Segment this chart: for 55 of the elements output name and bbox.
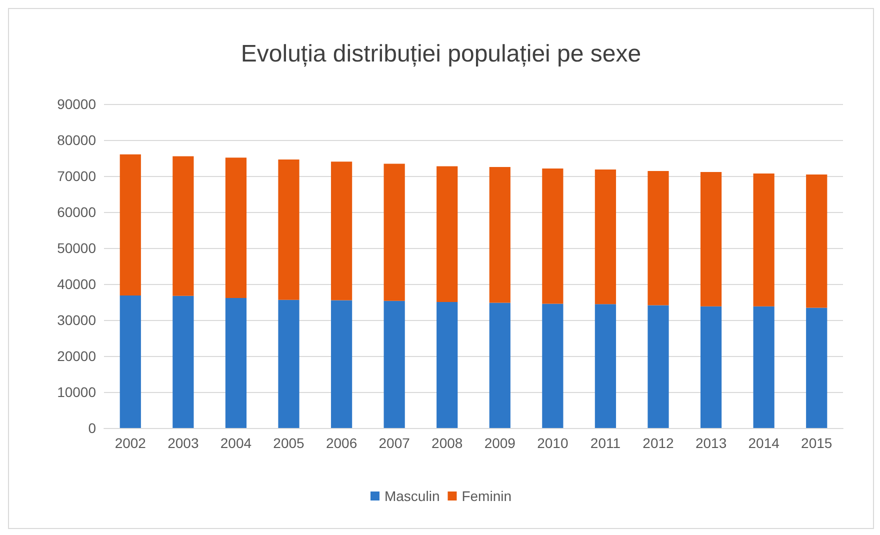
x-tick-label: 2007 — [378, 435, 410, 451]
bar — [489, 302, 510, 428]
y-tick-label: 0 — [88, 420, 96, 436]
bar — [330, 300, 352, 428]
y-tick-label: 30000 — [57, 312, 96, 328]
bar — [542, 304, 564, 428]
bar — [700, 306, 722, 428]
x-tick-label: 2014 — [748, 435, 780, 451]
bar — [806, 174, 828, 308]
y-tick-label: 50000 — [57, 240, 96, 256]
bar — [330, 162, 352, 300]
legend-label: Feminin — [462, 488, 512, 504]
bar — [120, 296, 141, 428]
x-tick-label: 2015 — [801, 435, 832, 451]
bar — [648, 170, 669, 306]
y-tick-label: 20000 — [57, 348, 96, 364]
x-tick-label: 2009 — [484, 435, 516, 451]
bar — [120, 154, 141, 296]
bar — [172, 156, 194, 296]
bar — [489, 167, 510, 303]
bar — [278, 159, 300, 300]
y-tick-label: 80000 — [57, 132, 96, 148]
x-tick-label: 2006 — [326, 435, 358, 451]
x-tick-label: 2013 — [695, 435, 727, 451]
y-tick-label: 60000 — [57, 204, 96, 220]
bar — [384, 300, 405, 428]
bar — [648, 305, 669, 428]
bar — [436, 302, 458, 428]
chart-title: Evoluția distribuției populației pe sexe — [240, 40, 642, 68]
bar — [594, 170, 616, 304]
x-tick-label: 2003 — [168, 435, 199, 451]
bar — [806, 308, 828, 428]
bar — [594, 304, 616, 428]
y-tick-label: 10000 — [57, 384, 96, 400]
x-tick-label: 2002 — [114, 435, 146, 451]
x-tick-label: 2004 — [220, 435, 252, 451]
bar — [172, 296, 194, 428]
bar — [700, 172, 722, 306]
y-tick-label: 40000 — [57, 276, 96, 292]
bar — [436, 166, 458, 302]
x-tick-label: 2011 — [590, 435, 621, 451]
legend-label: Masculin — [384, 488, 440, 504]
bar — [753, 306, 774, 428]
bar — [225, 298, 247, 428]
x-tick-label: 2012 — [642, 435, 674, 451]
y-tick-label: 70000 — [57, 168, 96, 184]
bar — [225, 158, 247, 298]
bar — [542, 168, 564, 304]
bar — [384, 164, 405, 301]
bar — [278, 300, 300, 428]
bar — [753, 173, 774, 306]
y-tick-label: 90000 — [57, 96, 96, 112]
x-tick-label: 2010 — [537, 435, 568, 451]
x-tick-label: 2008 — [432, 435, 463, 451]
x-tick-label: 2005 — [273, 435, 305, 451]
